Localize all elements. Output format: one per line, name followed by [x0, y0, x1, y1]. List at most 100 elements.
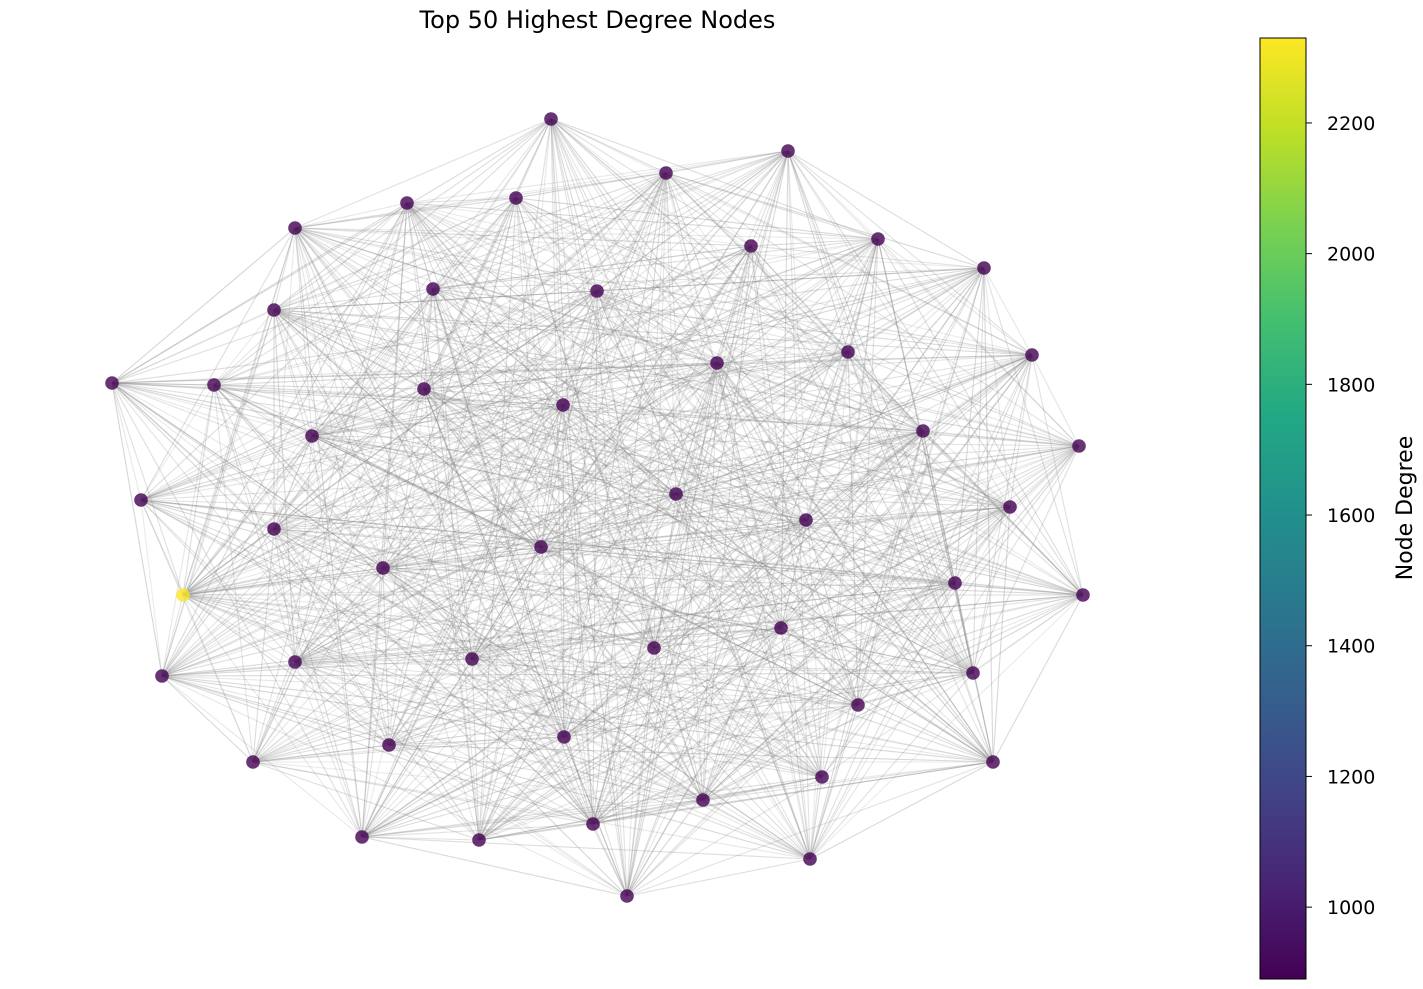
graph-edge	[562, 404, 628, 897]
graph-edge	[675, 493, 1011, 508]
graph-edge	[596, 290, 655, 649]
graph-edge	[423, 388, 480, 841]
graph-edge	[750, 245, 994, 763]
graph-edge	[252, 202, 408, 763]
graph-edge	[111, 267, 985, 384]
graph-edge	[361, 202, 408, 838]
graph-edge	[388, 744, 628, 897]
graph-edge	[361, 430, 924, 838]
graph-edge	[857, 506, 1011, 706]
graph-edge	[140, 499, 184, 596]
graph-edge	[273, 519, 807, 530]
graph-edge	[478, 362, 718, 841]
graph-edge	[592, 172, 667, 825]
graph-edge	[182, 404, 564, 596]
graph-edge	[857, 430, 924, 706]
graph-edge	[361, 245, 752, 838]
graph-edge	[140, 499, 296, 663]
graph-edge	[550, 118, 628, 897]
graph-edge	[273, 435, 313, 530]
graph-edge	[161, 290, 598, 677]
graph-node	[986, 755, 1000, 769]
graph-edge	[182, 384, 215, 596]
graph-edge	[406, 202, 849, 353]
graph-edge	[161, 675, 254, 763]
graph-edge	[550, 118, 598, 292]
graph-edge	[665, 150, 789, 174]
graph-edge	[140, 499, 473, 660]
graph-edge	[675, 445, 1080, 495]
graph-edge	[805, 519, 1084, 596]
graph-edge	[161, 658, 473, 677]
graph-edge	[294, 227, 879, 240]
graph-edge	[406, 202, 879, 240]
graph-edge	[182, 150, 789, 596]
graph-edge	[626, 362, 718, 897]
graph-edge	[182, 594, 254, 763]
graph-edge	[592, 238, 879, 825]
graph-edge	[273, 309, 1084, 596]
graph-edge	[311, 435, 594, 825]
graph-edge	[388, 582, 956, 746]
graph-edge	[1009, 445, 1080, 508]
graph-edge	[311, 435, 811, 860]
graph-edge	[294, 202, 408, 663]
graph-edge	[702, 761, 994, 801]
graph-edge	[847, 351, 956, 584]
graph-edge	[787, 150, 1011, 508]
graph-edge	[382, 506, 1011, 569]
graph-edge	[273, 202, 408, 530]
graph-edge	[273, 309, 1080, 447]
graph-edge	[294, 227, 628, 897]
graph-edge	[716, 362, 807, 521]
graph-edge	[750, 245, 823, 778]
graph-edge	[550, 118, 594, 825]
graph-edge	[213, 202, 408, 386]
graph-edge	[596, 238, 879, 292]
graph-node	[544, 112, 558, 126]
graph-edge	[111, 382, 1011, 508]
graph-node	[556, 398, 570, 412]
graph-edge	[361, 761, 994, 838]
graph-edge	[273, 309, 296, 663]
graph-edge	[877, 238, 956, 584]
graph-edge	[550, 118, 859, 706]
graph-edge	[140, 435, 313, 501]
graph-edge	[111, 382, 594, 825]
graph-edge	[478, 445, 1080, 841]
graph-edge	[592, 267, 985, 825]
graph-edge	[182, 388, 425, 596]
graph-edge	[471, 172, 667, 660]
graph-edge	[273, 197, 517, 530]
graph-edge	[626, 238, 879, 897]
graph-node	[288, 655, 302, 669]
graph-edge	[273, 430, 924, 530]
graph-edge	[406, 202, 752, 247]
graph-edge	[294, 238, 879, 663]
graph-edge	[702, 627, 782, 801]
graph-edge	[653, 172, 667, 649]
graph-edge	[471, 627, 782, 660]
graph-edge	[471, 546, 542, 660]
graph-edge	[273, 309, 390, 746]
graph-edge	[540, 430, 924, 548]
graph-edge	[432, 288, 704, 801]
graph-node	[557, 730, 571, 744]
graph-edge	[294, 354, 1033, 663]
graph-edge	[478, 627, 782, 841]
graph-edge	[273, 309, 564, 406]
graph-edge	[478, 118, 552, 841]
graph-edge	[750, 245, 924, 432]
graph-edge	[423, 388, 565, 738]
graph-edge	[563, 519, 807, 738]
graph-edge	[388, 546, 542, 746]
graph-edge	[787, 150, 994, 763]
graph-edge	[550, 118, 1033, 356]
graph-edge	[665, 172, 924, 432]
graph-edge	[592, 430, 924, 825]
graph-edge	[273, 309, 542, 548]
graph-edge	[388, 519, 807, 746]
graph-edge	[857, 354, 1033, 706]
graph-edge	[182, 362, 718, 596]
graph-node	[841, 345, 855, 359]
